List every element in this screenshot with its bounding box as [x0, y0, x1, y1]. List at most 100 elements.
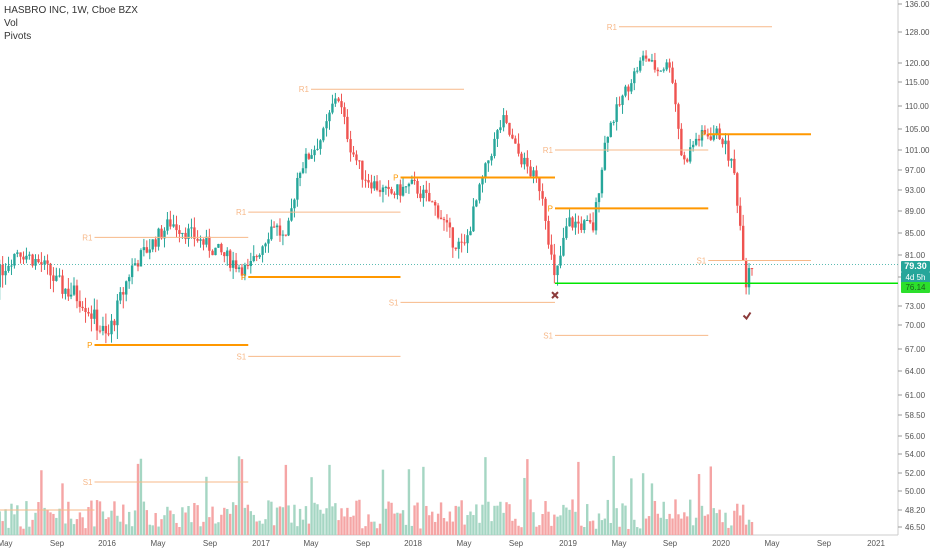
- volume-bar: [249, 511, 252, 535]
- volume-bar: [621, 503, 624, 535]
- candle-body: [583, 220, 586, 231]
- price-tick-label: 115.00: [905, 78, 929, 87]
- price-tick-label: 58.50: [905, 411, 926, 420]
- candle-body: [7, 265, 10, 271]
- candle-body: [562, 237, 565, 256]
- candle-body: [208, 236, 211, 251]
- volume-bar: [422, 466, 425, 535]
- volume-bar: [641, 473, 645, 535]
- volume-bar: [148, 524, 151, 535]
- candle-body: [154, 239, 157, 247]
- candle-body: [34, 259, 37, 266]
- volume-bar: [46, 509, 49, 535]
- candle-body: [541, 191, 544, 199]
- volume-bar: [364, 526, 367, 535]
- volume-bar: [175, 522, 178, 535]
- volume-bar: [261, 523, 264, 535]
- candle-body: [442, 219, 446, 221]
- volume-bar: [37, 502, 40, 535]
- candle-body: [644, 55, 648, 59]
- candle-body: [574, 221, 577, 228]
- volume-bar: [361, 528, 364, 535]
- volume-bar: [665, 519, 668, 535]
- volume-bar: [214, 523, 217, 535]
- volume-bar: [562, 504, 565, 535]
- candle-body: [334, 98, 337, 104]
- volume-indicator-label[interactable]: Vol: [4, 18, 18, 29]
- candle-body: [296, 177, 299, 200]
- volume-bar: [107, 517, 110, 535]
- volume-bar: [81, 517, 84, 535]
- support-price-tag: 76.14: [901, 282, 930, 293]
- volume-bar: [454, 505, 457, 535]
- volume-bar: [544, 501, 547, 535]
- candle-body: [322, 128, 325, 141]
- candle-body: [181, 232, 184, 235]
- volume-bar: [52, 513, 55, 535]
- volume-bar: [694, 517, 698, 535]
- volume-bar: [43, 507, 46, 535]
- candle-body: [270, 226, 273, 240]
- candle-body: [169, 219, 172, 227]
- candle-body: [747, 268, 751, 288]
- candle-body: [10, 265, 13, 267]
- volume-bar: [532, 512, 535, 535]
- candle-body: [550, 244, 553, 255]
- candle-body: [231, 260, 235, 268]
- candle-body: [425, 189, 428, 193]
- pivot-label: R1: [82, 233, 93, 242]
- volume-bar: [98, 501, 102, 535]
- candle-body: [352, 152, 355, 155]
- candle-body: [196, 238, 199, 241]
- candle-body: [727, 140, 730, 161]
- candle-body: [571, 217, 574, 228]
- time-tick-label: Sep: [356, 539, 371, 548]
- candle-body: [741, 225, 745, 261]
- candle-body: [523, 157, 526, 165]
- candle-body: [193, 227, 196, 239]
- volume-bar: [730, 525, 733, 535]
- volume-bar: [316, 504, 319, 535]
- volume-bar: [565, 507, 568, 535]
- cross-marker-icon: [551, 291, 559, 299]
- candle-body: [358, 160, 361, 162]
- candle-body: [393, 193, 396, 195]
- candle-body: [460, 241, 463, 243]
- volume-bar: [298, 508, 302, 535]
- price-tick-label: 93.00: [905, 186, 926, 195]
- candle-body: [653, 60, 657, 70]
- candle-body: [313, 149, 316, 156]
- volume-bar: [313, 502, 316, 535]
- price-tick-label: 70.00: [905, 321, 926, 330]
- candle-body: [190, 227, 193, 229]
- symbol-title[interactable]: HASBRO INC, 1W, Cboe BZX: [4, 5, 138, 16]
- volume-bar: [428, 515, 431, 535]
- volume-bar: [727, 527, 730, 535]
- candle-body: [448, 222, 452, 228]
- volume-bar: [278, 506, 282, 535]
- pivots-indicator-label[interactable]: Pivots: [4, 31, 32, 42]
- price-tick-label: 56.00: [905, 432, 926, 441]
- volume-bar: [597, 513, 601, 535]
- candle-body: [104, 325, 108, 334]
- candle-body: [28, 254, 31, 256]
- volume-bar: [346, 507, 349, 535]
- candle-body: [243, 265, 247, 276]
- volume-bar: [612, 455, 615, 535]
- volume-bar: [370, 521, 373, 535]
- volume-bar: [603, 518, 607, 535]
- candle-body: [487, 160, 490, 164]
- candle-body: [671, 67, 674, 83]
- volume-bar: [101, 511, 105, 535]
- volume-bar: [724, 512, 727, 535]
- candle-body: [559, 255, 562, 266]
- volume-bar: [28, 526, 31, 535]
- volume-bar: [87, 507, 90, 535]
- volume-bar: [181, 507, 184, 535]
- price-tick-label: 81.00: [905, 251, 926, 260]
- candle-body: [736, 173, 739, 206]
- candle-body: [90, 313, 93, 319]
- candle-body: [378, 189, 382, 193]
